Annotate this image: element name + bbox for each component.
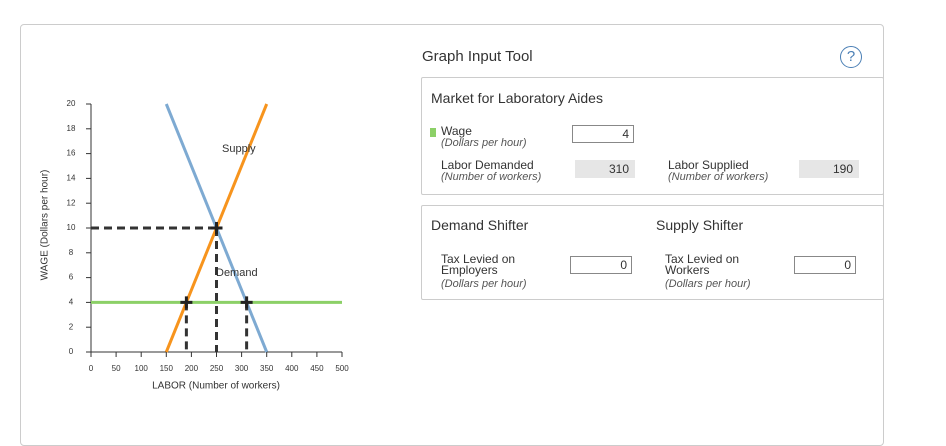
supplied-label: Labor Supplied: [668, 158, 749, 172]
x-tick-label: 100: [135, 364, 149, 373]
y-tick-label: 6: [69, 273, 74, 282]
wage-unit: (Dollars per hour): [441, 137, 527, 149]
market-title: Market for Laboratory Aides: [431, 90, 603, 106]
x-tick-label: 500: [335, 364, 349, 373]
page: WAGE (Dollars per hour) LABOR (Number of…: [20, 24, 884, 446]
y-tick-label: 20: [67, 99, 76, 108]
market-box: Market for Laboratory Aides Wage (Dollar…: [421, 77, 884, 195]
marker: [210, 222, 223, 234]
shifter-box: Demand Shifter Tax Levied on Employers (…: [421, 205, 884, 300]
demand-shifter-title: Demand Shifter: [431, 217, 529, 233]
x-tick-label: 400: [285, 364, 299, 373]
help-button[interactable]: ?: [840, 46, 862, 68]
x-tick-label: 200: [185, 364, 199, 373]
wage-swatch: [430, 128, 436, 137]
marker: [240, 296, 253, 309]
supply-shifter-label: Tax Levied on Workers: [665, 252, 740, 277]
y-tick-label: 2: [69, 322, 74, 331]
demanded-unit: (Number of workers): [441, 171, 542, 183]
wage-label: Wage: [441, 124, 472, 138]
y-tick-label: 16: [67, 149, 76, 158]
marker: [180, 296, 193, 309]
wage-input[interactable]: 4: [572, 125, 634, 143]
x-tick-label: 250: [210, 364, 224, 373]
curve-label: Supply: [222, 143, 256, 155]
y-tick-label: 0: [69, 347, 74, 356]
supply-shifter-input[interactable]: 0: [794, 256, 856, 274]
x-axis-label: LABOR (Number of workers): [152, 381, 280, 392]
y-tick-label: 4: [69, 298, 74, 307]
x-tick-label: 150: [160, 364, 174, 373]
x-tick-label: 0: [89, 364, 94, 373]
y-tick-label: 10: [67, 223, 76, 232]
y-tick-label: 12: [67, 198, 76, 207]
x-tick-label: 300: [235, 364, 249, 373]
supplied-output: 190: [799, 160, 859, 178]
supply-shifter-title: Supply Shifter: [656, 217, 744, 233]
demanded-label: Labor Demanded: [441, 158, 534, 172]
chart: WAGE (Dollars per hour) LABOR (Number of…: [40, 99, 350, 392]
demanded-output: 310: [575, 160, 635, 178]
supplied-unit: (Number of workers): [668, 171, 769, 183]
y-axis-label: WAGE (Dollars per hour): [40, 170, 51, 281]
demand-shifter-unit: (Dollars per hour): [441, 278, 527, 290]
y-tick-label: 14: [67, 174, 76, 183]
y-tick-label: 8: [69, 248, 74, 257]
panel-title: Graph Input Tool: [422, 48, 533, 65]
x-tick-label: 350: [260, 364, 274, 373]
supply-shifter-unit: (Dollars per hour): [665, 278, 751, 290]
curve-label: Demand: [216, 267, 258, 279]
demand-shifter-label: Tax Levied on Employers: [441, 252, 516, 277]
y-tick-label: 18: [67, 124, 76, 133]
x-tick-label: 450: [310, 364, 324, 373]
demand-shifter-input[interactable]: 0: [570, 256, 632, 274]
x-tick-label: 50: [112, 364, 121, 373]
